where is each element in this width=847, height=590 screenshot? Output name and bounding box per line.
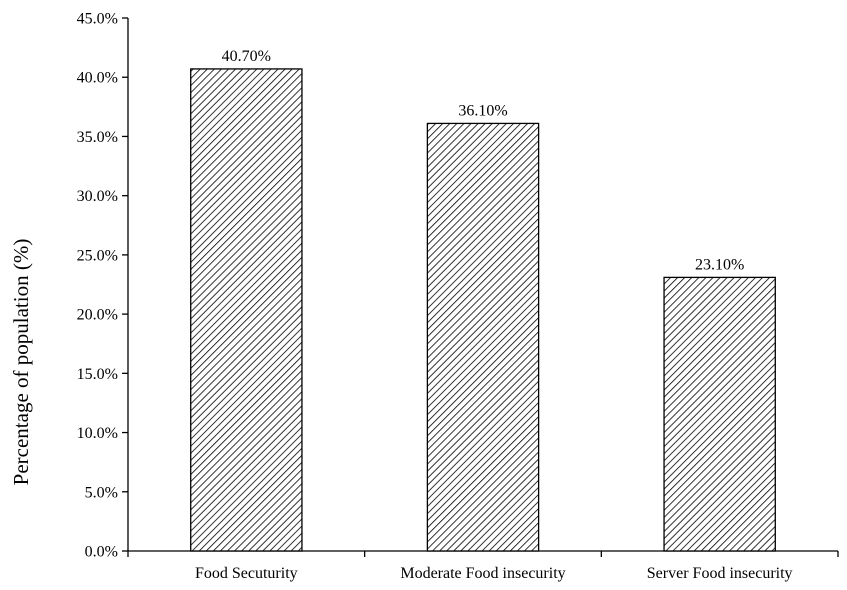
x-category-label: Moderate Food insecurity (400, 565, 565, 582)
bar (191, 69, 302, 551)
bars (191, 69, 776, 551)
y-tick-label: 15.0% (77, 366, 118, 383)
y-tick-label: 45.0% (77, 11, 118, 28)
bar (664, 277, 775, 551)
bar (427, 123, 538, 551)
bar-data-label: 36.10% (458, 102, 507, 119)
y-tick-label: 5.0% (85, 484, 118, 501)
x-axis: Food Secuturity Moderate Food insecurity S… (128, 551, 838, 582)
y-axis: 0.0% 5.0% 10.0% 15.0% 20.0% 25.0% 30.0% 35.0% 40… (77, 11, 128, 561)
bar-data-label: 40.70% (222, 48, 271, 65)
y-tick-label: 30.0% (77, 188, 118, 205)
x-category-label: Food Secuturity (195, 565, 298, 582)
x-category-label: Server Food insecurity (647, 565, 793, 582)
y-tick-label: 10.0% (77, 425, 118, 442)
bar-data-label: 23.10% (695, 256, 744, 273)
y-tick-label: 40.0% (77, 70, 118, 87)
y-tick-label: 20.0% (77, 307, 118, 324)
y-axis-title: Percentage of population (%) (9, 239, 33, 486)
y-tick-label: 0.0% (85, 544, 118, 561)
y-tick-label: 25.0% (77, 247, 118, 264)
y-tick-label: 35.0% (77, 129, 118, 146)
